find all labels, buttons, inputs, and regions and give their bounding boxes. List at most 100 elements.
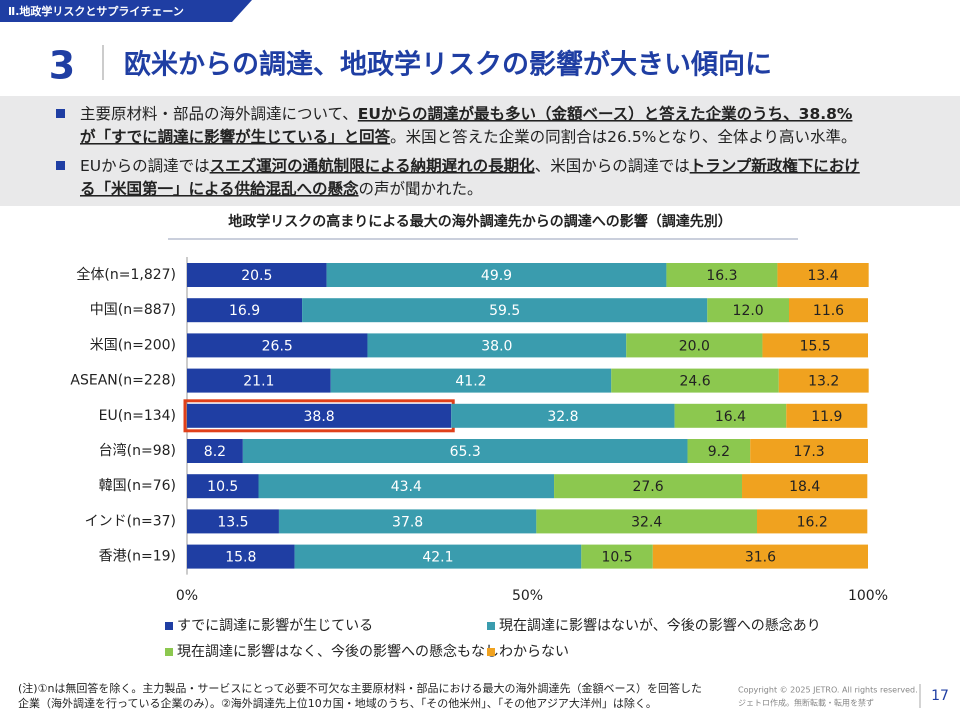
bar-segment bbox=[187, 474, 259, 499]
value-label: 38.0 bbox=[481, 338, 512, 354]
legend-label: 現在調達に影響はないが、今後の影響への懸念あり bbox=[499, 617, 821, 634]
value-label: 26.5 bbox=[262, 338, 293, 354]
value-label: 16.2 bbox=[797, 514, 828, 530]
bar-segment bbox=[750, 439, 868, 463]
value-label: 11.9 bbox=[811, 409, 842, 425]
copyright: Copyright © 2025 JETRO. All rights reser… bbox=[738, 686, 918, 695]
bar-segment bbox=[786, 403, 868, 428]
bar-segment bbox=[789, 298, 868, 323]
bar-segment bbox=[187, 368, 331, 393]
value-label: 12.0 bbox=[733, 303, 764, 319]
value-label: 15.5 bbox=[800, 338, 831, 354]
bar-segment bbox=[187, 298, 303, 323]
y-tick-label: 韓国(n=76) bbox=[99, 478, 176, 494]
value-label: 15.8 bbox=[225, 550, 256, 566]
bullet-emphasis: EUからの調達が最も多い（金額ベース）と答えた企業のうち、38.8% bbox=[358, 104, 853, 123]
bar-segment bbox=[451, 403, 675, 428]
value-label: 37.8 bbox=[392, 514, 423, 530]
legend-swatch bbox=[487, 648, 495, 656]
bullet-emphasis: スエズ運河の通航制限による納期遅れの長期化 bbox=[210, 156, 536, 175]
bullet-emphasis: が「すでに調達に影響が生じている」と回答 bbox=[80, 127, 391, 146]
bar-segment bbox=[242, 439, 688, 463]
bar-segment bbox=[777, 263, 869, 287]
bar-segment bbox=[258, 474, 555, 499]
bullet-segment: 。米国と答えた企業の同割合は26.5%となり、全体より高い水準。 bbox=[390, 128, 856, 146]
bullet-segment: の声が聞かれた。 bbox=[359, 180, 483, 198]
value-label: 65.3 bbox=[450, 444, 481, 460]
value-label: 59.5 bbox=[489, 303, 520, 319]
bar-segment bbox=[187, 439, 243, 463]
bar-segment bbox=[367, 333, 627, 358]
bar-segment bbox=[330, 368, 612, 393]
value-label: 13.5 bbox=[217, 514, 248, 530]
value-label: 43.4 bbox=[391, 479, 422, 495]
bullet-text: が「すでに調達に影響が生じている」と回答。米国と答えた企業の同割合は26.5%と… bbox=[80, 127, 857, 146]
bullet-segment: EUからの調達では bbox=[80, 157, 210, 175]
value-label: 42.1 bbox=[422, 550, 453, 566]
slide-title: 欧米からの調達、地政学リスクの影響が大きい傾向に bbox=[124, 49, 772, 81]
value-label: 10.5 bbox=[601, 550, 632, 566]
legend-label: 現在調達に影響はなく、今後の影響への懸念もなし bbox=[177, 643, 499, 660]
legend-swatch bbox=[487, 622, 495, 630]
value-label: 32.4 bbox=[631, 514, 662, 530]
bar-segment bbox=[554, 474, 743, 499]
bar-segment bbox=[707, 298, 790, 323]
value-label: 20.5 bbox=[241, 268, 272, 284]
value-label: 16.9 bbox=[229, 303, 260, 319]
bullet-segment: 、米国からの調達では bbox=[535, 157, 690, 175]
bar-segment bbox=[187, 333, 368, 358]
value-label: 17.3 bbox=[794, 444, 825, 460]
bullet-segment: 主要原材料・部品の海外調達について、 bbox=[80, 105, 358, 123]
legend-label: すでに調達に影響が生じている bbox=[177, 617, 373, 634]
value-label: 13.4 bbox=[807, 268, 838, 284]
value-label: 32.8 bbox=[547, 409, 578, 425]
y-tick-label: 香港(n=19) bbox=[99, 549, 176, 565]
value-label: 38.8 bbox=[304, 409, 335, 425]
value-label: 18.4 bbox=[789, 479, 820, 495]
bar-segment bbox=[652, 544, 868, 569]
value-label: 24.6 bbox=[679, 374, 710, 390]
bar-segment bbox=[674, 403, 787, 428]
bullet-text: EUからの調達ではスエズ運河の通航制限による納期遅れの長期化、米国からの調達では… bbox=[80, 156, 860, 175]
chart-title: 地政学リスクの高まりによる最大の海外調達先からの調達への影響（調達先別） bbox=[228, 213, 732, 230]
value-label: 21.1 bbox=[243, 374, 274, 390]
bullet-text: 主要原材料・部品の海外調達について、EUからの調達が最も多い（金額ベース）と答え… bbox=[80, 104, 853, 123]
bar-segment bbox=[187, 263, 327, 287]
value-label: 8.2 bbox=[204, 444, 226, 460]
bar-segment bbox=[187, 403, 452, 428]
y-tick-label: EU(n=134) bbox=[99, 408, 176, 424]
footnote: 企業（海外調達を行っている企業のみ）。②海外調達先上位10カ国・地域のうち、「そ… bbox=[18, 696, 657, 710]
x-tick-label: 100% bbox=[848, 588, 888, 604]
legend-swatch bbox=[165, 622, 173, 630]
footnote: (注)①nは無回答を除く。主力製品・サービスにとって必要不可欠な主要原材料・部品… bbox=[18, 681, 702, 695]
bullet-emphasis: トランプ新政権下におけ bbox=[690, 156, 860, 175]
section-label: Ⅱ.地政学リスクとサプライチェーン bbox=[8, 4, 184, 18]
bar-segment bbox=[536, 509, 757, 534]
slide-number: 3 bbox=[49, 44, 75, 88]
summary-band bbox=[0, 96, 960, 206]
y-tick-label: インド(n=37) bbox=[85, 513, 176, 529]
x-tick-label: 50% bbox=[512, 588, 543, 604]
legend-swatch bbox=[165, 648, 173, 656]
bar-segment bbox=[666, 263, 778, 287]
page-number: 17 bbox=[931, 688, 949, 704]
value-label: 41.2 bbox=[455, 374, 486, 390]
value-label: 13.2 bbox=[808, 374, 839, 390]
value-label: 31.6 bbox=[745, 550, 776, 566]
bar-segment bbox=[187, 544, 295, 569]
x-tick-label: 0% bbox=[176, 588, 198, 604]
bar-segment bbox=[294, 544, 582, 569]
bar-segment bbox=[687, 439, 751, 463]
bar-segment bbox=[762, 333, 868, 358]
legend-label: わからない bbox=[499, 644, 569, 660]
bar-segment bbox=[756, 509, 868, 534]
y-tick-label: ASEAN(n=228) bbox=[70, 373, 176, 389]
bullet-marker bbox=[56, 109, 65, 118]
bar-segment bbox=[581, 544, 653, 569]
value-label: 20.0 bbox=[679, 338, 710, 354]
bar-segment bbox=[278, 509, 537, 534]
value-label: 49.9 bbox=[481, 268, 512, 284]
section-banner bbox=[0, 0, 252, 22]
bar-segment bbox=[778, 368, 869, 393]
